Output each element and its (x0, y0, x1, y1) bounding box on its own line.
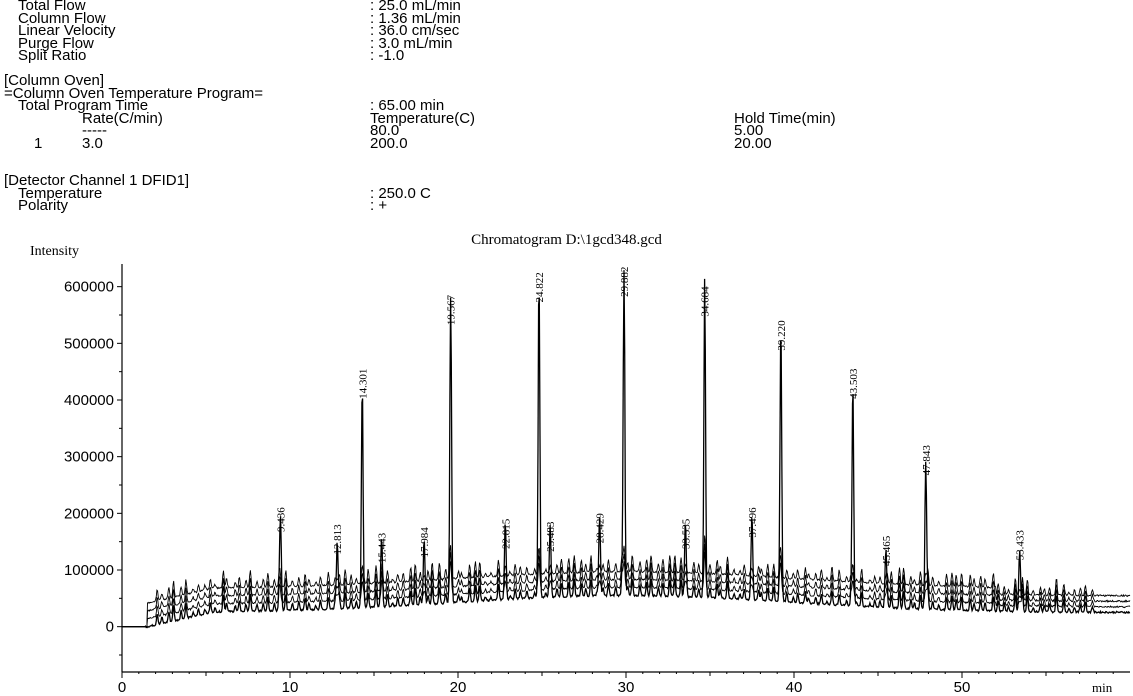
detector-temp-label: Temperature (18, 184, 103, 202)
peak-label: 43.503 (848, 368, 860, 399)
x-tick-label: 10 (282, 679, 299, 694)
flow-value-total: : 25.0 mL/min (370, 0, 461, 14)
oven-row1-rate: 3.0 (82, 134, 103, 152)
flow-label-linear: Linear Velocity (18, 22, 116, 39)
peak-label: 14.301 (357, 369, 369, 399)
y-tick-label: 0 (106, 619, 114, 636)
flow-label-total: Total Flow (18, 0, 86, 14)
y-tick-label: 100000 (64, 562, 114, 579)
oven-row0-hold: 5.00 (734, 122, 764, 139)
y-tick-label: 200000 (64, 505, 114, 522)
peak-label: 29.882 (619, 267, 631, 297)
oven-program-title: =Column Oven Temperature Program= (4, 84, 264, 102)
detector-polarity-value: : + (370, 197, 388, 214)
oven-col-temp: Temperature(C) (370, 109, 476, 127)
peak-label: 37.496 (747, 507, 759, 538)
oven-col-hold: Hold Time(min) (734, 109, 836, 127)
peak-label: 24.822 (534, 272, 546, 302)
oven-col-rate: Rate(C/min) (82, 109, 163, 127)
x-tick-label: 20 (450, 679, 467, 694)
chromatogram-trace (122, 543, 1131, 629)
peak-label: 15.443 (376, 532, 388, 563)
chart-axes: 0 100000 200000 300000 400000 500000 600000 0 10… (64, 264, 1130, 694)
x-tick-label: 30 (618, 679, 635, 694)
oven-row1-hold: 20.00 (734, 134, 772, 152)
detector-polarity-label: Polarity (18, 197, 69, 214)
flow-label-purge: Purge Flow (18, 34, 94, 52)
flow-label-column: Column Flow (18, 9, 106, 27)
oven-total-label: Total Program Time (18, 97, 149, 114)
peak-label: 22.815 (500, 518, 512, 549)
x-axis-label: min (1092, 680, 1113, 695)
peak-label: 47.843 (921, 445, 933, 476)
oven-total-value: : 65.00 min (370, 97, 445, 114)
method-header: Total Flow : 25.0 mL/min Column Flow : 1… (0, 0, 1133, 230)
oven-row1-idx: 1 (34, 134, 43, 152)
chromatogram-trace (122, 551, 1131, 628)
y-tick-label: 500000 (64, 335, 114, 352)
detector-section: [Detector Channel 1 DFID1] (4, 172, 190, 189)
detector-temp-value: : 250.0 C (370, 184, 431, 202)
peak-label: 19.567 (446, 294, 458, 325)
oven-row1-temp: 200.0 (370, 134, 408, 152)
oven-row0-temp: 80.0 (370, 122, 400, 139)
peak-label: 39.220 (776, 320, 788, 351)
x-tick-label: 40 (786, 679, 803, 694)
chart-title: Chromatogram D:\1gcd348.gcd (471, 232, 662, 248)
flow-value-linear: : 36.0 cm/sec (370, 22, 460, 39)
peak-label: 34.684 (700, 286, 712, 317)
peak-label: 25.483 (545, 521, 557, 552)
oven-section: [Column Oven] (4, 72, 105, 89)
peak-label: 17.984 (419, 527, 431, 558)
chromatogram-trace (122, 535, 1131, 629)
y-tick-label: 300000 (64, 449, 114, 466)
y-tick-label: 600000 (64, 279, 114, 296)
oven-row0-rate: ----- (82, 122, 107, 139)
chart-traces (122, 270, 1131, 629)
y-tick-label: 400000 (64, 392, 114, 409)
x-tick-label: 0 (118, 679, 126, 694)
y-axis-label: Intensity (30, 244, 79, 259)
flow-value-column: : 1.36 mL/min (370, 9, 461, 27)
peak-label: 45.465 (881, 535, 893, 566)
flow-value-split: : -1.0 (370, 47, 405, 64)
peak-label: 9.436 (276, 507, 288, 532)
peak-label: 53.433 (1015, 530, 1027, 561)
x-tick-label: 50 (954, 679, 971, 694)
peak-label: 12.813 (332, 524, 344, 555)
flow-label-split: Split Ratio (18, 47, 87, 64)
chart-peaks: 9.436 12.813 14.301 15.443 17.984 19.567 22.81… (276, 267, 1027, 566)
peak-label: 33.535 (680, 518, 692, 549)
peak-label: 28.429 (595, 513, 607, 544)
flow-value-purge: : 3.0 mL/min (370, 34, 453, 52)
